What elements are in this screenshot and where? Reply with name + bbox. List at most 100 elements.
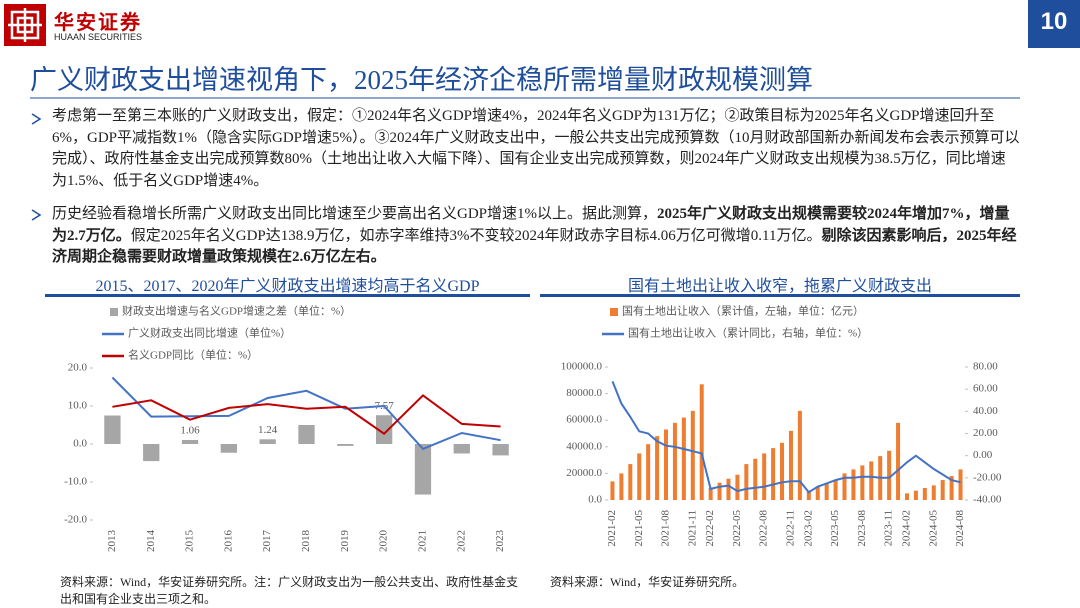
bar	[414, 444, 432, 495]
line	[611, 381, 961, 494]
bullet: 考虑第一至第三本账的广义财政支出，假定：①2024年名义GDP增速4%，2024…	[52, 106, 1020, 192]
x-tick-label: 2014	[145, 530, 157, 553]
brand: 华安证券	[54, 12, 142, 34]
x-tick-label: 2021-05	[633, 510, 645, 547]
bar	[851, 469, 856, 500]
bar	[453, 444, 470, 454]
bar	[931, 485, 936, 500]
y-tick-label: -10.0	[64, 476, 87, 488]
bullet: 历史经验看稳增长所需广义财政支出同比增速至少要高出名义GDP增速1%以上。据此测…	[52, 204, 1020, 269]
data-label: 1.24	[258, 424, 278, 436]
bar	[681, 417, 686, 500]
bar	[104, 415, 121, 444]
chart-title: 国有土地出让收入收窄，拖累广义财政支出	[627, 278, 932, 295]
x-tick-label: 2013	[106, 530, 118, 553]
legend-swatch	[610, 308, 618, 316]
x-tick-label: 2022-08	[758, 510, 770, 547]
bar	[762, 453, 767, 500]
bar	[610, 481, 615, 500]
y-tick-label: 0.0	[73, 438, 87, 450]
x-tick-label: 2016	[222, 530, 234, 553]
bar	[922, 488, 927, 500]
legend-swatch	[110, 308, 118, 316]
y-tick-label: -40.00	[973, 494, 1002, 506]
bar	[181, 439, 199, 444]
chart-title-bar	[45, 294, 530, 297]
bullet-arrow	[31, 209, 42, 221]
bar	[220, 444, 238, 453]
x-tick-label: 2024-08	[954, 510, 966, 547]
x-tick-label: 2024-05	[927, 510, 939, 547]
bar	[637, 453, 642, 500]
bar	[672, 422, 677, 500]
y-tick-label: 20000.0	[566, 467, 602, 479]
data-label: 1.06	[180, 425, 200, 437]
page-number: 10	[1040, 8, 1068, 35]
x-tick-label: 2022-05	[731, 510, 743, 547]
bar	[842, 473, 847, 500]
page-badge	[1028, 0, 1080, 48]
y-tick-label: -20.0	[64, 514, 87, 526]
bar	[824, 484, 829, 500]
bar	[958, 469, 963, 500]
bar	[735, 474, 740, 500]
bar	[806, 490, 811, 500]
bar	[375, 415, 393, 444]
y-tick-label: 20.00	[973, 427, 998, 439]
line	[111, 376, 501, 451]
bar	[940, 480, 945, 500]
bar	[655, 436, 660, 500]
bar	[744, 464, 749, 500]
legend-label: 国有土地出让收入（累计同比，右轴，单位：%）	[628, 326, 868, 340]
x-tick-label: 2024-02	[901, 510, 913, 547]
bar	[492, 444, 509, 456]
source-note: 资料来源：Wind，华安证券研究所。注：广义财政支出为一般公共支出、政府性基金支…	[60, 575, 519, 606]
source-note: 资料来源：Wind，华安证券研究所。	[550, 575, 745, 589]
y-tick-label: 60.00	[973, 383, 998, 395]
line	[112, 394, 501, 435]
legend-label: 国有土地出让收入（累计值，左轴，单位：亿元）	[622, 304, 864, 318]
x-tick-label: 2021-02	[606, 510, 618, 547]
x-tick-label: 2023-02	[802, 510, 814, 547]
bullet-arrow	[31, 113, 42, 125]
legend-label: 名义GDP同比（单位：%）	[128, 348, 258, 362]
y-tick-label: 40000.0	[566, 440, 602, 452]
bar	[904, 493, 909, 500]
brand-en: HUAAN SECURITIES	[54, 32, 143, 42]
x-tick-label: 2023	[494, 530, 506, 553]
chart-title-bar	[540, 294, 1020, 297]
x-tick-label: 2023-11	[883, 510, 895, 546]
bar	[699, 384, 704, 500]
y-tick-label: 60000.0	[566, 414, 602, 426]
bar	[753, 458, 758, 500]
x-tick-label: 2018	[300, 530, 312, 553]
bar	[949, 476, 954, 500]
bar	[337, 444, 354, 446]
bar	[619, 473, 624, 500]
bar	[788, 430, 793, 500]
x-tick-label: 2020	[378, 530, 390, 553]
y-tick-label: 20.0	[68, 362, 88, 374]
bar	[913, 490, 918, 500]
y-tick-label: 80000.0	[566, 387, 602, 399]
slide-title: 广义财政支出增速视角下，2025年经济企稳所需增量财政规模测算	[30, 65, 813, 95]
bar	[259, 439, 276, 444]
x-tick-label: 2023-08	[856, 510, 868, 547]
bar	[646, 444, 651, 500]
bar	[860, 465, 865, 500]
bar	[771, 448, 776, 500]
x-tick-label: 2021	[416, 530, 428, 552]
chart-title: 2015、2017、2020年广义财政支出增速均高于名义GDP	[95, 278, 480, 295]
x-tick-label: 2021-08	[660, 510, 672, 547]
bar	[298, 425, 315, 444]
y-tick-label: 80.00	[973, 361, 998, 373]
bar	[628, 464, 633, 500]
x-tick-label: 2022	[455, 530, 467, 552]
bar	[780, 442, 785, 500]
y-tick-label: 10.0	[68, 400, 88, 412]
x-tick-label: 2021-11	[686, 510, 698, 546]
bar	[717, 482, 722, 500]
x-tick-label: 2019	[339, 530, 351, 553]
